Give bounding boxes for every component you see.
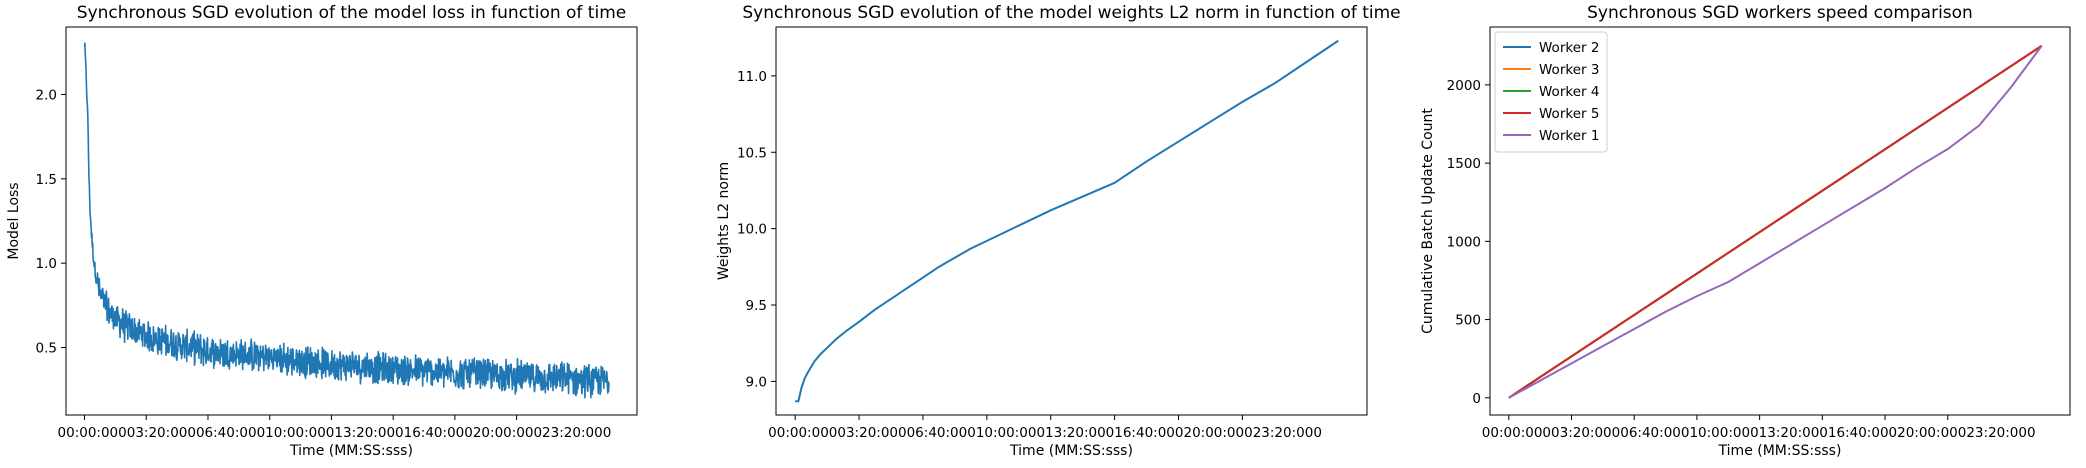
- x-axis-label: Time (MM:SS:sss): [1009, 443, 1133, 459]
- x-tick-labels: 00:00:00003:20:00006:40:00010:00:00013:2…: [768, 425, 1322, 441]
- chart-title: Synchronous SGD evolution of the model w…: [742, 3, 1400, 23]
- y-tick-label: 0.5: [36, 341, 57, 357]
- legend: Worker 2 Worker 3 Worker 4 Worker 5 Worker 1: [1494, 31, 1608, 153]
- legend-entry: Worker 3: [1539, 62, 1599, 78]
- chart-title: Synchronous SGD evolution of the model l…: [77, 3, 626, 23]
- y-axis-label: Weights L2 norm: [716, 162, 732, 280]
- y-tick-label: 2.0: [36, 87, 57, 103]
- y-tick-label: 1000: [1447, 234, 1481, 250]
- y-tick-label: 9.5: [746, 298, 767, 314]
- y-tick-label: 10.5: [737, 145, 767, 161]
- y-tick-label: 0: [1472, 391, 1481, 407]
- series-line-worker-1: [1508, 45, 2043, 399]
- legend-entry: Worker 5: [1539, 106, 1599, 122]
- chart-panel-1: Synchronous SGD evolution of the model l…: [6, 3, 638, 459]
- y-tick-label: 1.5: [36, 172, 57, 188]
- chart-panel-3: Synchronous SGD workers speed comparison…: [1420, 3, 2071, 459]
- y-tick-label: 2000: [1447, 78, 1481, 94]
- x-tick-labels: 00:00:00003:20:00006:40:00010:00:00013:2…: [1482, 425, 2036, 441]
- legend-entry: Worker 1: [1539, 128, 1599, 144]
- x-tick-labels: 00:00:00003:20:00006:40:00010:00:00013:2…: [58, 425, 612, 441]
- y-tick-label: 10.0: [737, 222, 767, 238]
- x-axis-label: Time (MM:SS:sss): [289, 443, 413, 459]
- legend-box: [1494, 31, 1608, 153]
- series-line-1: [83, 42, 610, 399]
- chart-panel-2: Synchronous SGD evolution of the model w…: [716, 3, 1401, 459]
- series-line-2: [795, 39, 1339, 403]
- legend-entry: Worker 4: [1539, 84, 1599, 100]
- y-tick-label: 1.0: [36, 256, 57, 272]
- y-tick-label: 9.0: [746, 374, 767, 390]
- series-line-worker-5: [1508, 44, 2043, 399]
- plot-frame: [775, 26, 1368, 416]
- y-tick-label: 1500: [1447, 156, 1481, 172]
- legend-entry: Worker 2: [1539, 40, 1599, 56]
- x-axis-label: Time (MM:SS:sss): [1718, 443, 1842, 459]
- chart-title: Synchronous SGD workers speed comparison: [1587, 3, 1973, 23]
- plot-frame: [65, 26, 638, 416]
- y-axis-label: Model Loss: [6, 182, 22, 259]
- y-tick-label: 11.0: [737, 69, 767, 85]
- y-tick-label: 500: [1455, 313, 1481, 329]
- plot-frame: [1489, 26, 2071, 416]
- y-axis-label: Cumulative Batch Update Count: [1420, 108, 1436, 334]
